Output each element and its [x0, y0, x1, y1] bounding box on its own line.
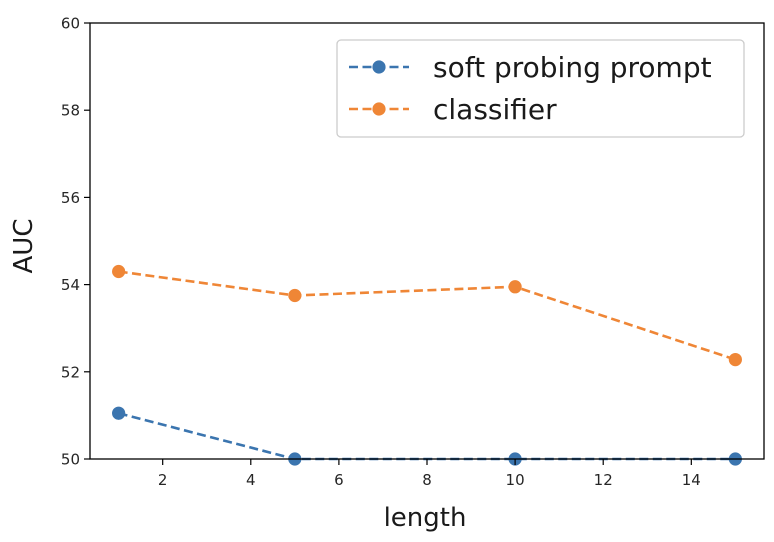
series-line	[118, 270, 736, 361]
x-tick-label: 4	[246, 471, 256, 489]
data-point	[112, 264, 126, 279]
legend: soft probing prompt classifier	[336, 39, 745, 138]
y-tick-label: 52	[61, 363, 80, 381]
x-tick-label: 12	[594, 471, 613, 489]
axes-layer: 2 4 6 8 10 12 14 50 52 54 56 58 60 length AUC	[9, 15, 765, 533]
y-tick-label: 58	[61, 102, 80, 120]
x-tick-label: 10	[506, 471, 525, 489]
legend-label: soft probing prompt	[433, 51, 712, 84]
data-point	[728, 352, 742, 367]
legend-label: classifier	[433, 93, 557, 126]
x-tick-label: 8	[422, 471, 432, 489]
x-axis-label: length	[384, 503, 467, 533]
series-1	[112, 264, 742, 367]
y-tick-label: 50	[61, 451, 80, 469]
y-axis-label: AUC	[9, 219, 39, 274]
legend-entry-0: soft probing prompt	[349, 51, 712, 84]
y-tick-label: 54	[61, 276, 80, 294]
x-tick-label: 14	[682, 471, 701, 489]
y-tick-label: 56	[61, 189, 80, 207]
legend-box	[336, 39, 745, 138]
data-point	[508, 280, 522, 294]
x-tick-label: 6	[334, 471, 344, 489]
data-point	[288, 288, 302, 303]
legend-entry-1: classifier	[349, 93, 557, 126]
y-tick-label: 60	[61, 15, 80, 33]
legend-marker	[372, 102, 386, 116]
x-tick-label: 2	[158, 471, 168, 489]
legend-marker	[372, 60, 386, 74]
data-point	[112, 406, 126, 420]
